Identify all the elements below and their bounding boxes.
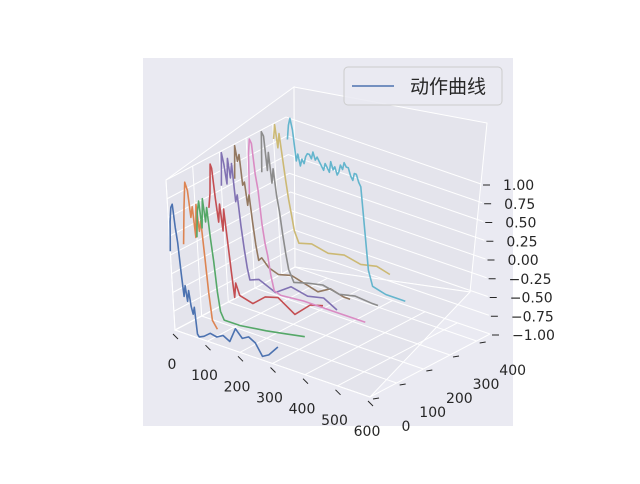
z-tick-label: −0.75	[511, 309, 554, 325]
series-line	[220, 151, 338, 311]
z-grid-line	[165, 116, 482, 185]
x-tick-mark	[335, 389, 341, 396]
x-grid-line	[207, 277, 328, 342]
x-tick-label: 100	[191, 368, 218, 384]
x-tick-label: 0	[168, 357, 177, 373]
z-tick-label: 1.00	[503, 178, 534, 194]
series-line	[182, 181, 219, 330]
x-grid-line	[304, 311, 426, 376]
y-grid-line	[254, 287, 451, 356]
x-grid-line	[272, 300, 393, 364]
series-line	[233, 144, 351, 300]
y-tick-mark	[452, 355, 460, 358]
z-tick-label: −0.25	[509, 272, 552, 288]
z-tick-label: 0.75	[504, 197, 535, 213]
x-tick-label: 200	[224, 379, 251, 395]
x-tick-mark	[302, 378, 309, 385]
series-group	[169, 117, 406, 358]
legend-box	[343, 66, 503, 106]
z-tick-label: 0.50	[505, 216, 536, 232]
z-grid-line	[171, 210, 487, 279]
y-tick-label: 200	[446, 391, 473, 407]
z-grid-line	[173, 247, 490, 316]
x-tick-label: 400	[289, 402, 316, 418]
y-grid-line	[201, 315, 397, 384]
z-grid-line	[169, 172, 485, 241]
z-grid-line	[168, 153, 484, 222]
z-grid-line	[174, 266, 491, 335]
y-grid-line	[228, 301, 424, 370]
z-tick-label: −0.50	[510, 291, 553, 307]
x-grid-line	[337, 322, 458, 387]
series-line	[260, 130, 379, 307]
legend: 动作曲线	[343, 66, 503, 106]
legend-label: 动作曲线	[410, 76, 486, 98]
series-line	[208, 163, 324, 316]
y-tick-mark	[372, 397, 380, 400]
x-tick-mark	[205, 344, 211, 351]
x-grid-line	[369, 333, 491, 398]
z-tick-label: −1.00	[512, 328, 555, 344]
y-grid-line	[281, 273, 477, 342]
x-tick-label: 300	[256, 391, 283, 407]
y-tick-label: 300	[473, 377, 500, 393]
y-tick-mark	[399, 383, 406, 386]
z-tick-label: 0.25	[506, 234, 537, 250]
series-line	[247, 138, 366, 323]
y-tick-mark	[479, 341, 486, 344]
x-tick-label: 500	[321, 413, 348, 429]
x-grid-line	[239, 288, 361, 353]
series-line	[272, 123, 391, 276]
series-line	[169, 203, 279, 358]
y-tick-mark	[426, 369, 433, 372]
x-tick-label: 600	[354, 424, 381, 440]
y-grid-line	[174, 329, 371, 398]
series-line	[286, 117, 406, 302]
series-line	[196, 197, 305, 338]
y-tick-label: 100	[419, 405, 446, 421]
x-tick-mark	[367, 400, 374, 407]
y-tick-label: 0	[402, 419, 411, 435]
z-grid-line	[172, 228, 488, 297]
x-tick-mark	[237, 355, 244, 362]
x-tick-mark	[270, 367, 276, 373]
z-tick-label: 0.00	[508, 253, 539, 269]
y-tick-label: 400	[499, 363, 526, 379]
x-tick-mark	[172, 333, 179, 340]
